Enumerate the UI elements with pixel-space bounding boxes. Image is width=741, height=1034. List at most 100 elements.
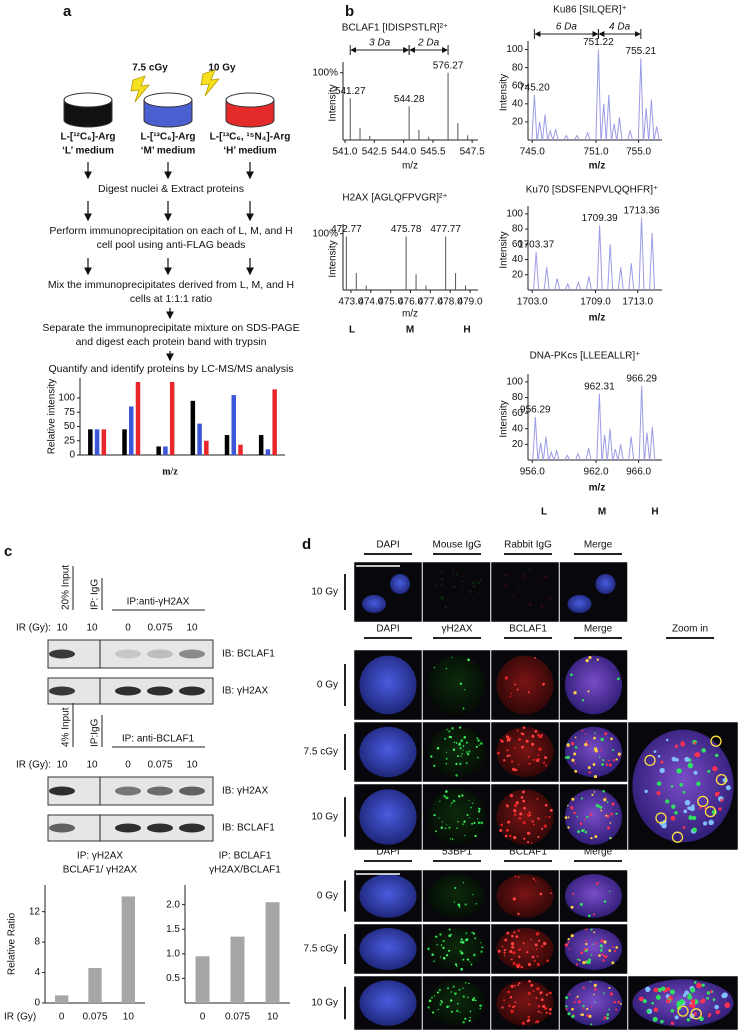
focus [440,596,444,600]
row-label: 0 Gy [317,891,338,902]
focus [484,591,487,593]
panel-label: d [302,536,311,553]
focus [610,812,614,815]
focus [480,950,483,953]
micrograph [353,561,423,623]
focus [472,598,475,600]
focus [442,946,445,949]
focus [693,770,698,775]
nucleus [496,655,554,715]
focus [608,763,612,767]
focus [528,980,531,983]
y-tick-label: 4 [34,967,40,978]
focus [448,949,451,952]
ir-value: 10 [56,760,68,771]
chart-title: Ku86 [SILQER]⁺ [553,5,627,16]
focus [504,834,508,838]
dose-label: 7.5 cGy [132,63,168,74]
focus [433,596,435,598]
focus [602,759,605,762]
peak [607,244,614,291]
nucleus [427,655,486,715]
focus [545,764,548,767]
nucleus [427,726,486,778]
focus [602,954,605,957]
focus [670,989,675,995]
focus [588,656,592,660]
bar [122,429,127,455]
focus [603,940,607,944]
y-tick-label: 1.5 [166,924,180,935]
row-label: 10 Gy [311,812,338,823]
focus [656,791,661,796]
peak [575,452,581,461]
focus [684,990,689,996]
bar [265,449,271,455]
focus [572,808,574,811]
focus [590,954,592,956]
nucleus [362,595,386,613]
focus [593,775,598,779]
channel-label: M [406,325,414,336]
ir-value: 10 [86,760,98,771]
focus [593,913,595,916]
focus [655,994,661,1000]
focus [684,756,690,762]
focus [444,737,447,740]
chart-title: DNA-PKcs [LLEEALLR]⁺ [530,351,641,362]
focus [674,1015,679,1020]
focus [608,949,612,952]
ir-label: IR (Gy): [16,760,51,771]
focus [513,746,516,749]
focus [575,997,577,1000]
nucleus [359,789,417,845]
peak [616,117,623,141]
focus [666,987,671,992]
focus [467,996,469,999]
focus [712,998,716,1001]
focus [582,986,585,989]
focus [504,938,508,942]
focus [446,824,448,826]
focus [445,954,449,957]
focus [477,810,481,813]
focus [585,942,588,946]
focus [615,812,618,815]
focus [445,751,448,753]
x-tick-label: 0 [59,1012,65,1023]
focus [718,807,722,811]
focus [458,742,461,746]
focus [538,747,542,751]
column-header: Rabbit IgG [504,540,552,551]
x-tick-label: 541.0 [332,147,357,158]
focus [428,999,432,1003]
bar [156,446,161,455]
y-tick-label: 80 [512,62,524,73]
focus [512,767,516,771]
focus [696,781,701,786]
y-axis-label: Intensity [499,74,510,111]
focus [571,1015,575,1019]
y-tick-label: 0 [69,450,75,461]
band [49,686,75,696]
focus [509,950,513,954]
focus [703,821,708,826]
focus [509,794,514,798]
chart-title: Ku70 [SDSFENPVLQQHFR]⁺ [526,185,659,196]
chart-subtitle: BCLAF1/ γH2AX [63,865,138,876]
focus [474,999,477,1002]
focus [599,944,603,948]
focus [470,963,473,966]
focus [452,799,456,803]
focus [570,934,574,938]
focus [449,999,453,1002]
focus [457,795,461,798]
focus [466,958,470,961]
focus [461,753,463,755]
focus [619,1002,622,1005]
focus [714,792,720,797]
focus [537,757,540,761]
focus [527,813,531,817]
band [147,649,173,659]
focus [517,876,520,879]
